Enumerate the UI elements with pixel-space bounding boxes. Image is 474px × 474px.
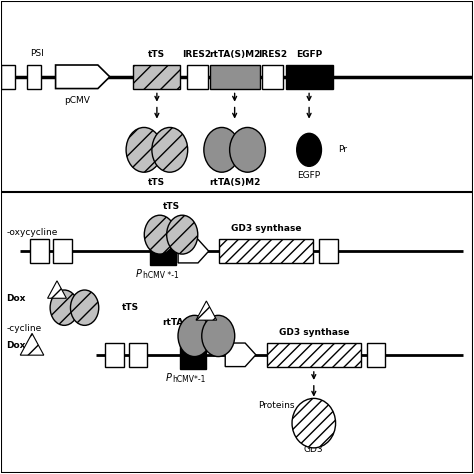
- Bar: [267, 343, 361, 366]
- Text: PSI: PSI: [30, 49, 44, 58]
- Text: rtTA(S)M2: rtTA(S)M2: [209, 178, 260, 187]
- Ellipse shape: [229, 128, 265, 172]
- Text: GD3 synthase: GD3 synthase: [231, 224, 301, 233]
- Bar: [219, 239, 313, 263]
- Polygon shape: [55, 65, 110, 89]
- Text: -oxycycline: -oxycycline: [6, 228, 57, 237]
- Bar: [319, 239, 338, 263]
- Polygon shape: [178, 239, 209, 263]
- Text: IRES2: IRES2: [258, 50, 287, 59]
- Bar: [30, 239, 48, 263]
- Text: EGFP: EGFP: [296, 50, 322, 59]
- Ellipse shape: [292, 398, 336, 448]
- Text: tTS: tTS: [121, 303, 139, 312]
- Bar: [285, 65, 333, 89]
- Ellipse shape: [202, 315, 235, 356]
- Text: rtTA(S)M2: rtTA(S)M2: [209, 50, 260, 59]
- Ellipse shape: [167, 215, 198, 254]
- Text: EGFP: EGFP: [298, 171, 320, 180]
- Ellipse shape: [204, 128, 240, 172]
- Ellipse shape: [152, 128, 188, 172]
- Polygon shape: [196, 301, 217, 320]
- Ellipse shape: [178, 315, 211, 356]
- Text: Dox: Dox: [6, 294, 26, 303]
- Text: pCMV: pCMV: [64, 96, 90, 105]
- Bar: [150, 235, 176, 265]
- Text: GD3 synthase: GD3 synthase: [279, 328, 349, 337]
- Bar: [187, 65, 208, 89]
- Text: rtTA(S)M2: rtTA(S)M2: [162, 318, 213, 327]
- Text: hCMV *-1: hCMV *-1: [143, 271, 179, 280]
- Text: Pr: Pr: [338, 146, 347, 155]
- Ellipse shape: [50, 290, 78, 325]
- Bar: [53, 239, 72, 263]
- Text: IRES2: IRES2: [182, 50, 211, 59]
- Bar: [1, 65, 15, 89]
- Text: P: P: [165, 373, 171, 383]
- Bar: [181, 338, 206, 369]
- Text: Proteins: Proteins: [258, 401, 295, 410]
- Bar: [128, 343, 147, 366]
- Text: Dox: Dox: [6, 341, 26, 350]
- Ellipse shape: [126, 128, 162, 172]
- Text: tTS: tTS: [148, 50, 165, 59]
- Text: tTS: tTS: [148, 178, 165, 187]
- Text: -cycline: -cycline: [6, 324, 41, 333]
- Ellipse shape: [297, 133, 321, 166]
- Bar: [366, 343, 385, 366]
- Polygon shape: [47, 281, 66, 298]
- Text: P: P: [136, 269, 142, 279]
- Text: tTS: tTS: [163, 202, 180, 211]
- Text: GD3: GD3: [304, 445, 324, 454]
- Ellipse shape: [71, 290, 99, 325]
- Bar: [27, 65, 40, 89]
- Polygon shape: [20, 333, 44, 355]
- Ellipse shape: [144, 215, 175, 254]
- Bar: [262, 65, 283, 89]
- Bar: [105, 343, 124, 366]
- Text: hCMV*-1: hCMV*-1: [173, 374, 206, 383]
- Polygon shape: [225, 343, 256, 366]
- Bar: [210, 65, 260, 89]
- Bar: [133, 65, 181, 89]
